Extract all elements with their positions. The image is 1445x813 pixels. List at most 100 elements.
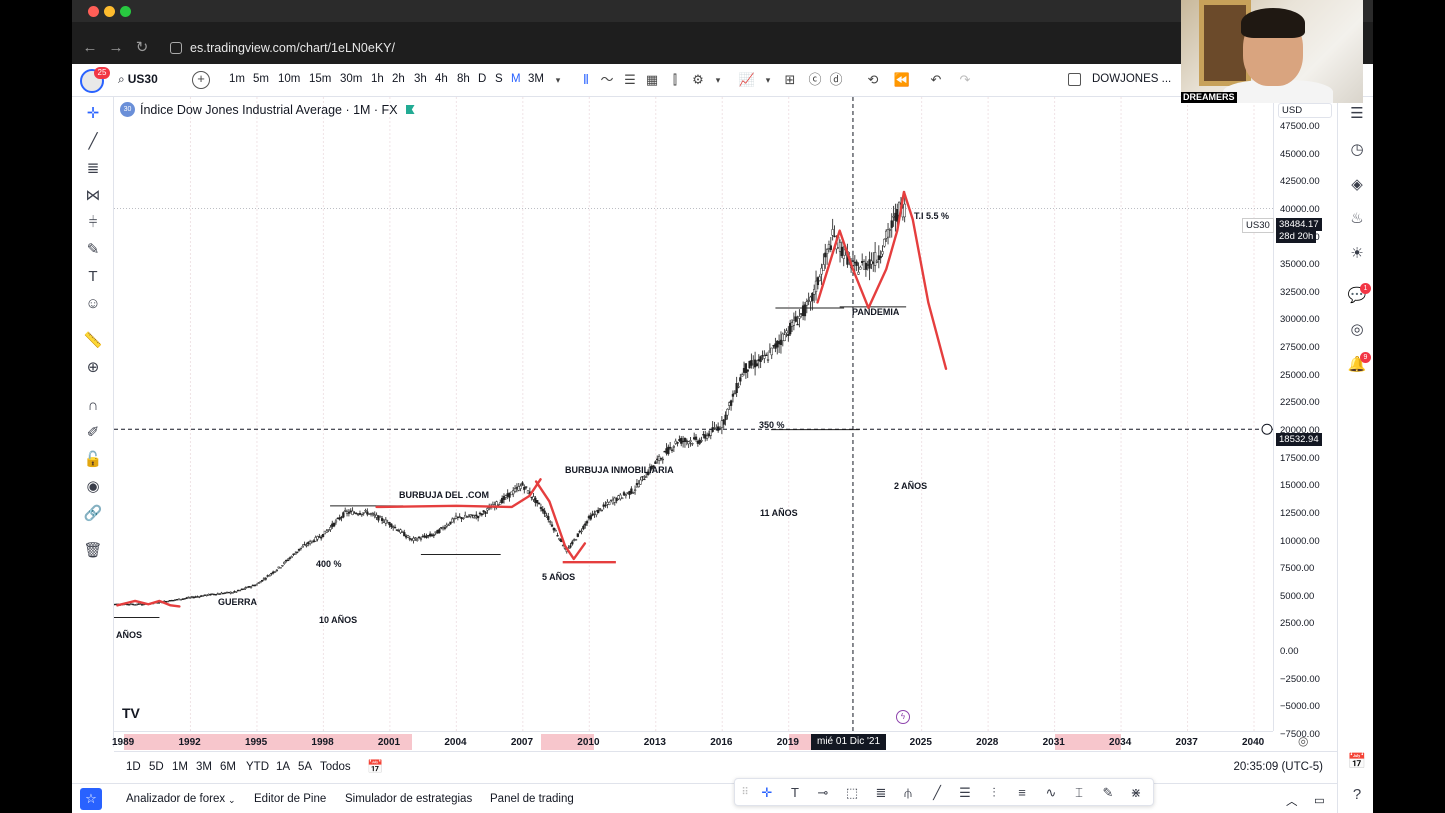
trash-icon[interactable]: 🗑 <box>83 542 103 559</box>
interval-30m[interactable]: 30m <box>340 73 363 85</box>
fib-retracement-icon[interactable]: ≣ <box>86 160 100 177</box>
pitchfork-icon[interactable]: ⫛ <box>904 785 912 800</box>
chevron-down-icon[interactable]: ▾ <box>555 75 561 85</box>
range-todos[interactable]: Todos <box>320 761 351 773</box>
chart-type-chevron-icon[interactable]: ▾ <box>715 75 721 85</box>
interval-m[interactable]: M <box>511 73 521 85</box>
link-icon[interactable]: 🔗 <box>83 505 103 522</box>
site-settings-icon[interactable] <box>170 42 182 54</box>
streams-icon[interactable]: ◎ <box>1350 321 1364 338</box>
calendar-icon[interactable]: 📅 <box>1347 753 1367 770</box>
symbol-search-button[interactable]: ⌕ US30 <box>118 72 158 87</box>
legend-title[interactable]: Índice Dow Jones Industrial Average · 1M… <box>140 102 398 117</box>
maximize-panel-icon[interactable]: ▭ <box>1314 795 1325 807</box>
crosshair-icon[interactable]: ✛ <box>86 105 100 122</box>
text-tool-icon[interactable]: T <box>791 785 799 800</box>
text-icon[interactable]: T <box>88 268 98 285</box>
fib-channel-icon[interactable]: ≡ <box>1018 785 1026 800</box>
fib-icon[interactable]: ≣ <box>875 785 887 800</box>
maximize-window-button[interactable] <box>120 6 131 17</box>
layout-name[interactable]: DOWJONES ... <box>1092 73 1172 85</box>
interval-2h[interactable]: 2h <box>392 73 405 85</box>
interval-4h[interactable]: 4h <box>435 73 448 85</box>
star-icon[interactable]: ☆ <box>80 788 102 810</box>
hotlists-fire-icon[interactable]: ♨ <box>1350 210 1364 227</box>
interval-3h[interactable]: 3h <box>414 73 427 85</box>
help-icon[interactable]: ? <box>1352 786 1362 803</box>
range-ytd[interactable]: YTD <box>246 761 269 773</box>
back-arrow-icon[interactable]: ← <box>82 39 98 56</box>
columns-icon[interactable]: ▦ <box>645 72 659 87</box>
redo-icon[interactable]: ↷ <box>959 72 971 87</box>
rectangle-icon[interactable]: ⬚ <box>845 785 859 800</box>
currency-selector[interactable]: USD <box>1278 103 1332 118</box>
crosshair-icon[interactable]: ✛ <box>761 785 773 800</box>
range-1m[interactable]: 1M <box>172 761 188 773</box>
interval-5m[interactable]: 5m <box>253 73 269 85</box>
undo-icon[interactable]: ↶ <box>930 72 942 87</box>
url-text[interactable]: es.tradingview.com/chart/1eLN0eKY/ <box>190 41 395 55</box>
trend-line-icon[interactable]: ╱ <box>88 133 98 150</box>
watchlist-icon[interactable]: ☰ <box>1350 105 1364 122</box>
collapse-panel-icon[interactable]: ︿ <box>1286 796 1298 808</box>
hollow-candles-icon[interactable]: ⫿ <box>672 72 678 87</box>
line-chart-icon[interactable]: 〜 <box>600 72 614 87</box>
ruler-icon[interactable]: 📏 <box>83 332 103 349</box>
date-range-icon[interactable]: ⌶ <box>1075 785 1083 800</box>
interval-3m[interactable]: 3M <box>528 73 544 85</box>
panel-trading[interactable]: Panel de trading <box>490 793 574 805</box>
flag-icon[interactable] <box>405 105 415 114</box>
eye-icon[interactable]: ◉ <box>86 478 100 495</box>
interval-1h[interactable]: 1h <box>371 73 384 85</box>
interval-d[interactable]: D <box>478 73 487 85</box>
magnet-icon[interactable]: ∩ <box>87 397 99 414</box>
interval-s[interactable]: S <box>495 73 503 85</box>
bar-replay-icon[interactable]: ⟲ <box>867 72 879 87</box>
range-6m[interactable]: 6M <box>220 761 236 773</box>
close-window-button[interactable] <box>88 6 99 17</box>
indicators-chevron-icon[interactable]: ▾ <box>765 75 771 85</box>
candles-icon[interactable]: ⫴ <box>583 72 589 87</box>
clock[interactable]: 20:35:09 (UTC-5) <box>1233 761 1323 773</box>
range-5d[interactable]: 5D <box>149 761 164 773</box>
price-scale[interactable]: USD 47500.0045000.0042500.0040000.003750… <box>1242 97 1337 740</box>
bars-icon[interactable]: ☰ <box>624 72 636 87</box>
chevron-down-icon[interactable]: ⌄ <box>228 795 236 805</box>
range-1d[interactable]: 1D <box>126 761 141 773</box>
range-1a[interactable]: 1A <box>276 761 291 773</box>
calendar-range-icon[interactable]: 📅 <box>367 759 384 774</box>
compare-symbol-icon[interactable]: + <box>192 71 210 89</box>
parallel-channel-icon[interactable]: ☰ <box>959 785 971 800</box>
replay-icon[interactable]: ⓓ <box>829 72 843 87</box>
stay-drawing-icon[interactable]: ✐ <box>86 424 100 441</box>
minimize-window-button[interactable] <box>104 6 115 17</box>
range-3m[interactable]: 3M <box>196 761 212 773</box>
zoom-in-icon[interactable]: ⊕ <box>86 359 100 376</box>
alert-icon[interactable]: ⓒ <box>808 72 822 87</box>
forward-arrow-icon[interactable]: → <box>108 39 124 56</box>
alerts-clock-icon[interactable]: ◷ <box>1350 141 1364 158</box>
heikin-ashi-icon[interactable]: ⚙ <box>692 72 704 87</box>
ideas-bulb-icon[interactable]: ☀ <box>1350 245 1364 262</box>
prediction-icon[interactable]: ⫩ <box>88 214 98 231</box>
layers-icon[interactable]: ◈ <box>1351 176 1363 193</box>
panel-strategy-tester[interactable]: Simulador de estrategias <box>345 793 473 805</box>
templates-icon[interactable]: ⊞ <box>784 72 796 87</box>
indicators-icon[interactable]: 📈 <box>738 72 756 87</box>
interval-10m[interactable]: 10m <box>278 73 301 85</box>
pattern-icon[interactable]: ⋈ <box>85 187 101 204</box>
lock-icon[interactable]: 🔓 <box>83 451 103 468</box>
rewind-icon[interactable]: ⏪ <box>893 72 911 87</box>
time-scale[interactable]: 1989 1992 1995 1998 2001 2004 2007 2010 2013 2016… <box>112 731 1273 751</box>
tradingview-logo[interactable]: TV <box>122 705 140 721</box>
time-settings-icon[interactable]: ◎ <box>1298 734 1309 748</box>
panel-forex-analyzer[interactable]: Analizador de forex <box>126 793 226 805</box>
curve-icon[interactable]: ∿ <box>1045 785 1057 800</box>
trend-line-icon[interactable]: ╱ <box>933 785 941 800</box>
panel-pine-editor[interactable]: Editor de Pine <box>254 793 327 805</box>
range-5a[interactable]: 5A <box>298 761 313 773</box>
horizontal-line-icon[interactable]: ⊸ <box>817 785 829 800</box>
interval-8h[interactable]: 8h <box>457 73 470 85</box>
lightning-icon[interactable]: ϟ <box>896 710 910 724</box>
brush-icon[interactable]: ✎ <box>1102 785 1114 800</box>
